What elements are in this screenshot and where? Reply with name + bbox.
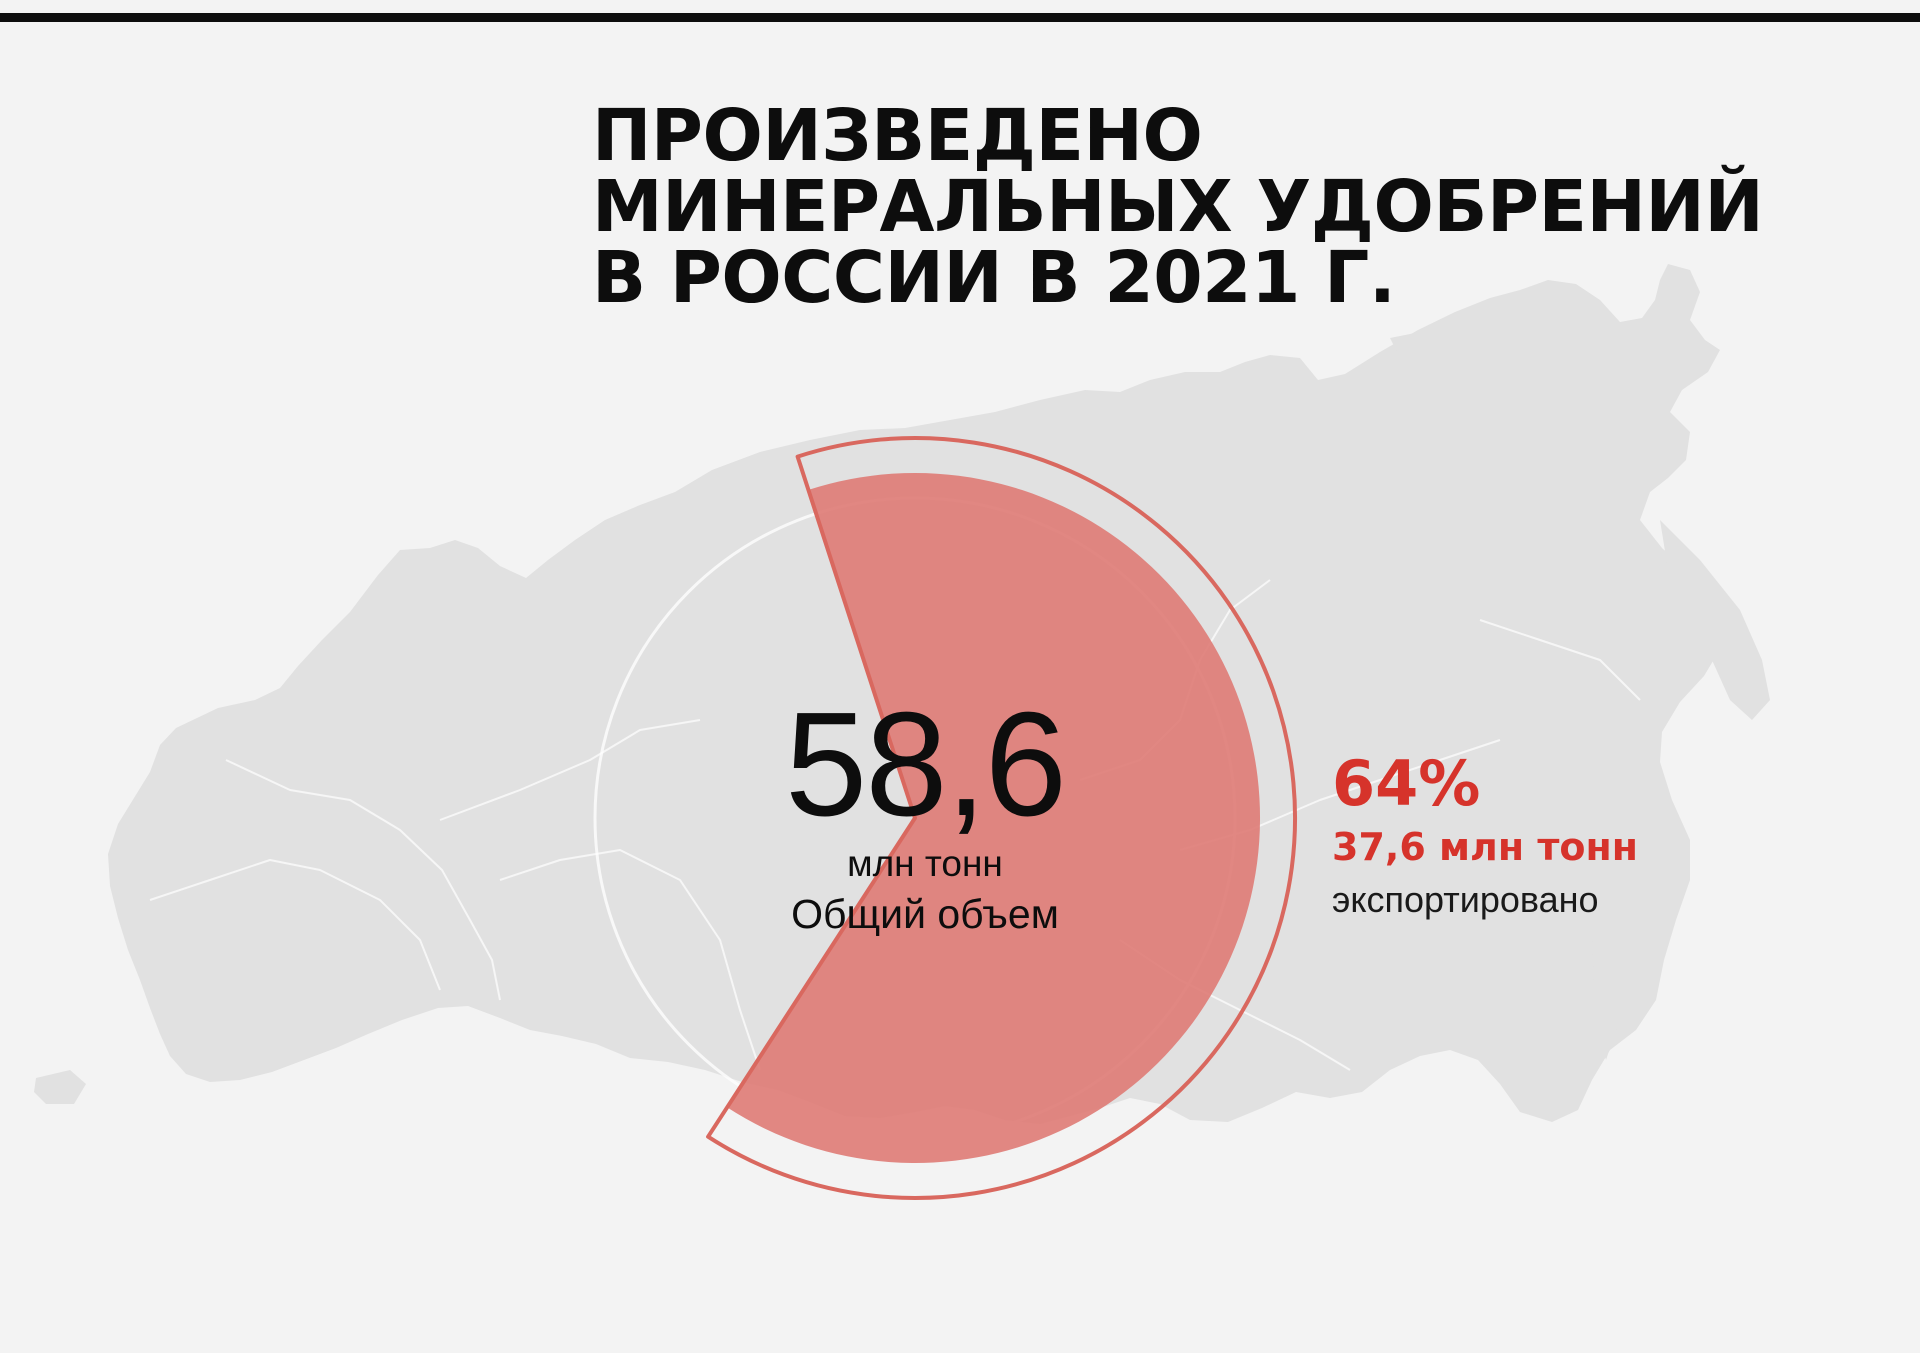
export-legend-block: 64% 37,6 млн тонн экспортировано <box>1332 748 1892 928</box>
total-volume-unit: млн тонн <box>847 843 1003 884</box>
top-rule <box>0 13 1920 22</box>
wrangel-island <box>1390 332 1436 352</box>
novaya-zemlya-island <box>560 578 664 660</box>
pie-slice-exported-outline <box>706 436 1297 1200</box>
chart-title-line-3: В РОССИИ В 2021 Г. <box>592 236 1396 319</box>
total-volume-caption: Общий объем <box>791 891 1059 937</box>
export-percent-label: 64% <box>1332 747 1481 820</box>
kamchatka-peninsula <box>1660 520 1770 720</box>
export-caption-label: экспортировано <box>1332 879 1599 920</box>
kaliningrad-exclave <box>34 1070 86 1104</box>
export-amount-label: 37,6 млн тонн <box>1332 825 1639 869</box>
chart-title-line-2: МИНЕРАЛЬНЫХ УДОБРЕНИЙ <box>592 165 1764 248</box>
novosibirsk-islands <box>1250 400 1322 430</box>
franz-josef-land <box>760 460 830 488</box>
chart-title-line-1: ПРОИЗВЕДЕНО <box>592 94 1203 177</box>
total-volume-value: 58,6 <box>784 682 1067 847</box>
sakhalin-island <box>1592 890 1620 1060</box>
total-volume-block: 58,6 млн тонн Общий объем <box>700 690 1150 942</box>
chart-title: ПРОИЗВЕДЕНО МИНЕРАЛЬНЫХ УДОБРЕНИЙ В РОСС… <box>592 100 1792 313</box>
